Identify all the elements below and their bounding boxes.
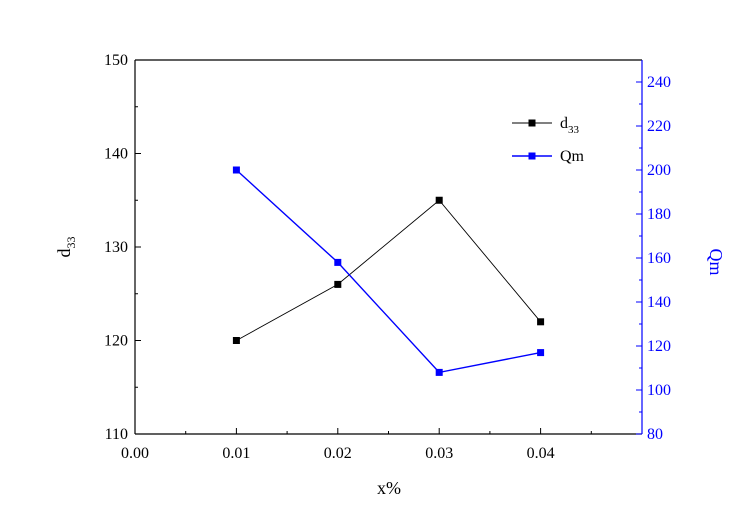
data-point bbox=[232, 166, 240, 174]
left-y-tick-label: 140 bbox=[104, 146, 128, 163]
right-y-tick-label: 240 bbox=[647, 74, 671, 91]
left-y-axis: 110 120 130 140 150 bbox=[104, 52, 141, 443]
legend-marker-0 bbox=[528, 119, 536, 127]
legend-label-1: Qm bbox=[560, 148, 585, 165]
right-y-tick-label: 80 bbox=[647, 426, 663, 443]
right-y-tick-label: 200 bbox=[647, 162, 671, 179]
x-tick-label: 0.01 bbox=[222, 445, 250, 462]
data-point bbox=[435, 368, 443, 376]
x-axis-title: x% bbox=[377, 478, 401, 498]
left-y-tick-label: 110 bbox=[105, 426, 128, 443]
x-axis: 0.00 0.01 0.02 0.03 0.04 bbox=[121, 428, 592, 462]
left-y-axis-title: d33 bbox=[54, 237, 78, 258]
right-y-tick-label: 160 bbox=[647, 250, 671, 267]
legend-label-0: d33 bbox=[560, 115, 580, 136]
data-point bbox=[334, 280, 342, 288]
series-line-1 bbox=[235, 169, 541, 374]
legend: d33 Qm bbox=[512, 115, 585, 165]
right-y-tick-label: 140 bbox=[647, 294, 671, 311]
x-tick-label: 0.02 bbox=[324, 445, 352, 462]
x-tick-label: 0.04 bbox=[527, 445, 555, 462]
data-point bbox=[334, 258, 342, 266]
series-line-0 bbox=[236, 199, 541, 341]
left-y-tick-label: 130 bbox=[104, 239, 128, 256]
right-y-axis: 80 100 120 140 160 180 200 220 240 bbox=[636, 74, 671, 443]
right-y-tick-label: 220 bbox=[647, 118, 671, 135]
right-y-axis-title: Qm bbox=[706, 249, 726, 276]
series-layer bbox=[232, 166, 545, 376]
x-tick-label: 0.00 bbox=[121, 445, 149, 462]
right-y-tick-label: 100 bbox=[647, 382, 671, 399]
legend-marker-1 bbox=[528, 152, 536, 160]
data-point bbox=[232, 337, 240, 344]
left-y-tick-label: 120 bbox=[104, 333, 128, 350]
data-point bbox=[537, 349, 545, 357]
x-tick-label: 0.03 bbox=[425, 445, 453, 462]
right-y-tick-label: 120 bbox=[647, 338, 671, 355]
data-point bbox=[435, 196, 443, 204]
right-y-tick-label: 180 bbox=[647, 206, 671, 223]
data-point bbox=[537, 318, 545, 326]
left-y-tick-label: 150 bbox=[104, 52, 128, 69]
